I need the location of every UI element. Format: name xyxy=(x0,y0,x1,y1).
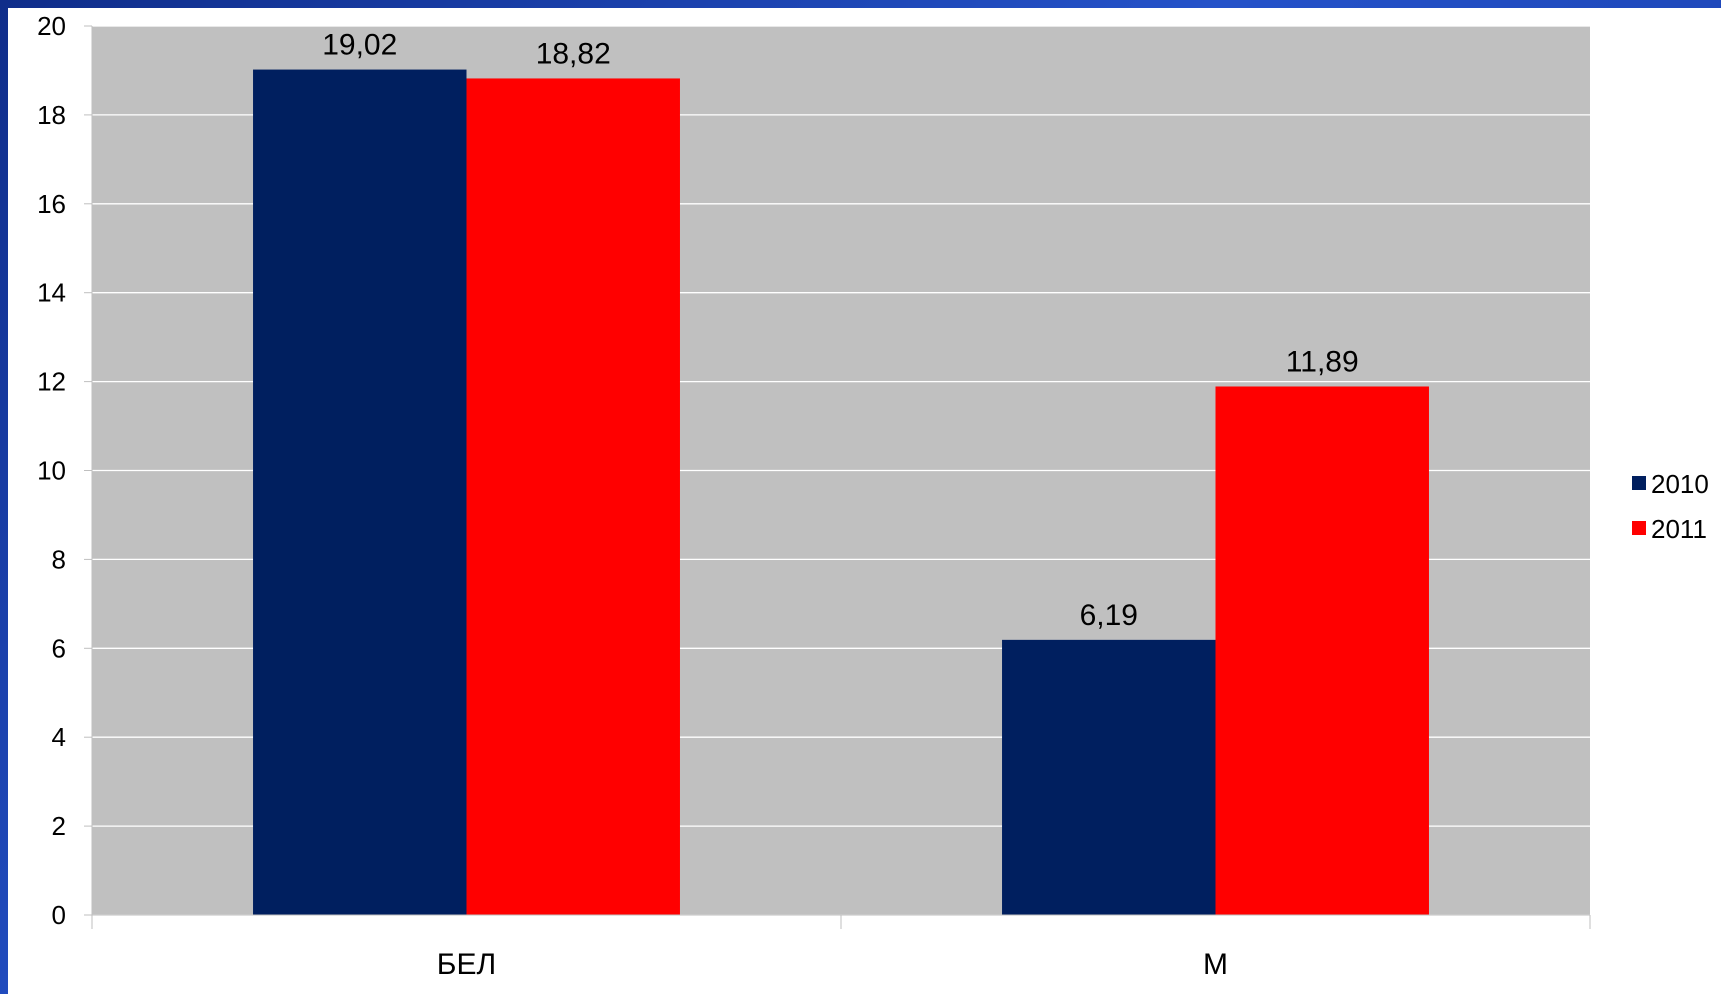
y-tick-label: 18 xyxy=(37,100,66,130)
x-axis: БЕЛ М xyxy=(91,914,1591,981)
y-tick-label: 0 xyxy=(52,900,66,930)
data-label: 11,89 xyxy=(1286,345,1359,378)
legend-swatch xyxy=(1632,476,1646,490)
y-tick-label: 12 xyxy=(37,367,66,397)
data-label: 6,19 xyxy=(1080,599,1138,632)
bars xyxy=(253,69,1429,916)
y-tick-label: 14 xyxy=(37,278,66,308)
legend-label: 2011 xyxy=(1651,514,1707,544)
data-labels: 19,02 18,82 6,19 11,89 xyxy=(322,29,1358,632)
y-tick-label: 16 xyxy=(37,189,66,219)
bar-2011 xyxy=(1215,386,1429,915)
bar-2010 xyxy=(253,69,467,916)
y-tick-label: 6 xyxy=(52,633,66,663)
y-axis: 0 2 4 6 8 10 12 14 16 18 20 xyxy=(37,11,93,930)
y-tick-label: 4 xyxy=(52,722,66,752)
legend-swatch xyxy=(1632,521,1646,535)
bar-2010 xyxy=(1002,639,1216,915)
bar-2011 xyxy=(466,78,680,916)
legend-label: 2010 xyxy=(1651,469,1709,499)
data-label: 18,82 xyxy=(536,37,611,70)
y-tick-label: 2 xyxy=(52,811,66,841)
legend: 2010 2011 xyxy=(1632,469,1709,544)
y-tick-label: 20 xyxy=(37,11,66,41)
y-tick-label: 10 xyxy=(37,456,66,486)
x-tick-label: БЕЛ xyxy=(437,948,496,981)
y-tick-label: 8 xyxy=(52,544,66,574)
data-label: 19,02 xyxy=(322,29,397,62)
x-tick-label: М xyxy=(1203,948,1228,981)
